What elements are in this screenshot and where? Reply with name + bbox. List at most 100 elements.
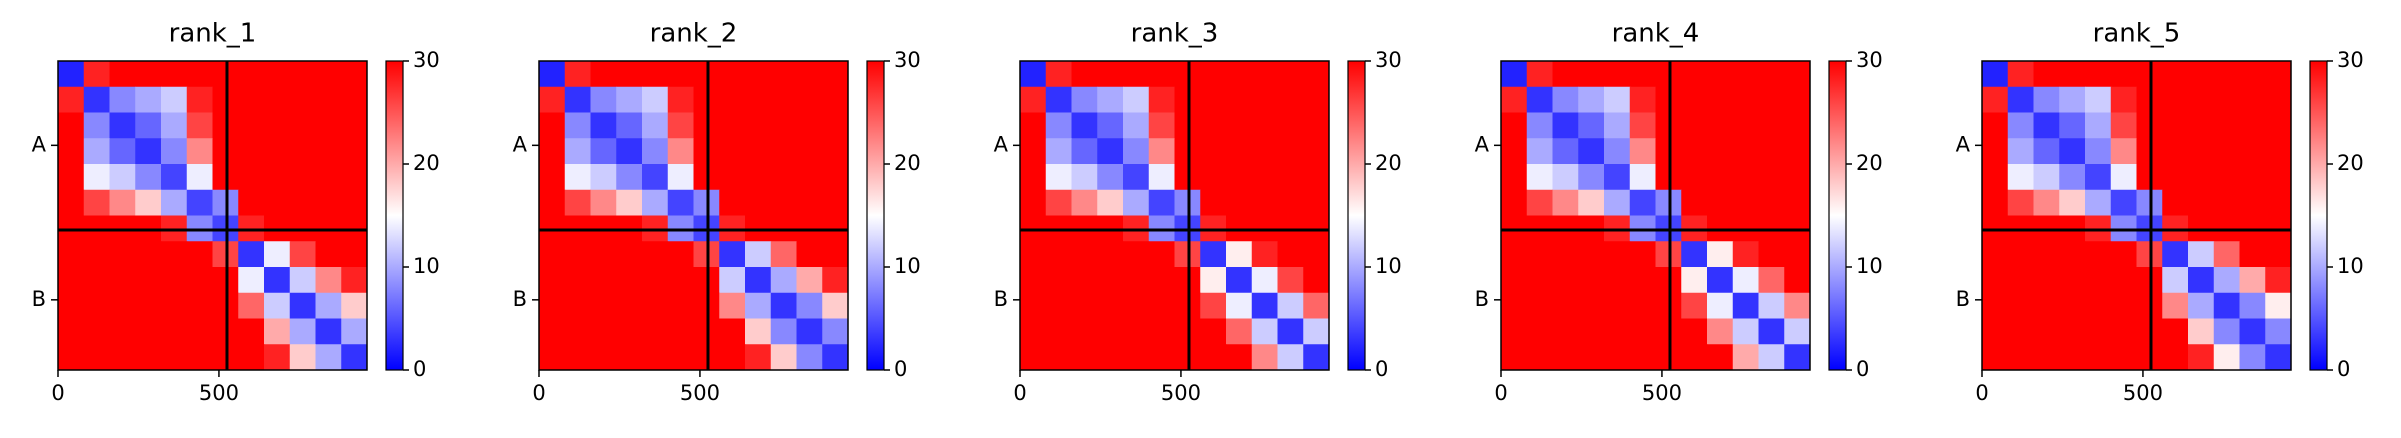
heatmap-cell [2265, 344, 2292, 371]
heatmap-cell [289, 112, 316, 139]
heatmap-cell [1277, 138, 1304, 165]
colorbar-tick-label: 10 [894, 254, 921, 278]
heatmap-cell [1123, 112, 1150, 139]
heatmap-cell [1629, 344, 1656, 371]
heatmap-cell [1071, 189, 1098, 216]
heatmap-cell [1226, 189, 1253, 216]
heatmap-cell [822, 292, 849, 319]
heatmap-cell [1707, 241, 1734, 268]
heatmap-cell [667, 292, 694, 319]
heatmap-cell [161, 344, 188, 371]
colorbar-tick-label: 30 [1856, 48, 1883, 72]
heatmap-cell [564, 344, 591, 371]
heatmap-cell [2162, 189, 2189, 216]
heatmap-cell [2059, 344, 2086, 371]
heatmap-cell [2213, 344, 2240, 371]
heatmap-cell [1200, 189, 1227, 216]
heatmap-cell [83, 241, 110, 268]
heatmap-cell [719, 241, 746, 268]
heatmap-cell [2213, 138, 2240, 165]
heatmap-cell [2033, 292, 2060, 319]
heatmap-cell [1501, 241, 1528, 268]
heatmap-cell [1097, 344, 1124, 371]
heatmap-cell [1732, 86, 1759, 113]
heatmap-cell [2162, 61, 2189, 88]
heatmap-cell [1629, 267, 1656, 294]
heatmap-cell [186, 292, 213, 319]
heatmap-cell [2213, 241, 2240, 268]
heatmap-cell [2239, 138, 2266, 165]
heatmap-cell [1552, 138, 1579, 165]
heatmap-cell [539, 292, 566, 319]
heatmap-cell [161, 267, 188, 294]
heatmap-cell [1226, 112, 1253, 139]
heatmap-cell [2239, 61, 2266, 88]
heatmap-cell [719, 318, 746, 345]
heatmap-cell [1045, 292, 1072, 319]
y-tick-label: A [1956, 132, 1971, 156]
heatmap-cell [642, 267, 669, 294]
y-tick-label: B [1475, 287, 1489, 311]
heatmap-cell [2188, 61, 2215, 88]
heatmap-cell [796, 112, 823, 139]
y-tick-label: B [994, 287, 1008, 311]
heatmap-cell [1277, 292, 1304, 319]
heatmap-cell [161, 86, 188, 113]
heatmap-cell [2033, 241, 2060, 268]
heatmap-cell [616, 241, 643, 268]
heatmap-cell [2213, 318, 2240, 345]
heatmap-cell [745, 292, 772, 319]
heatmap-cell [2059, 61, 2086, 88]
heatmap-cell [1982, 112, 2009, 139]
heatmap-cell [770, 138, 797, 165]
heatmap-cell [1732, 344, 1759, 371]
heatmap-cell [1148, 344, 1175, 371]
heatmap-cell [2239, 318, 2266, 345]
heatmap-cell [796, 189, 823, 216]
heatmap-cell [289, 241, 316, 268]
heatmap-cell [642, 138, 669, 165]
heatmap-cell [1071, 292, 1098, 319]
heatmap-cell [616, 267, 643, 294]
heatmap-cell [1982, 292, 2009, 319]
heatmap-cell [719, 189, 746, 216]
heatmap-cell [1251, 292, 1278, 319]
heatmap-cell [2162, 86, 2189, 113]
heatmap-cell [2188, 318, 2215, 345]
heatmap-cell [1020, 138, 1047, 165]
heatmap-cell [1578, 344, 1605, 371]
heatmap-cell [1148, 164, 1175, 191]
heatmap-cell [2188, 138, 2215, 165]
heatmap-cell [1681, 241, 1708, 268]
heatmap-cell [590, 61, 617, 88]
heatmap-cell [2059, 292, 2086, 319]
heatmap-cell [1681, 164, 1708, 191]
heatmap-cell [315, 292, 342, 319]
heatmap-cell [2110, 318, 2137, 345]
colorbar [385, 60, 404, 371]
colorbar-tick-label: 20 [1856, 151, 1883, 175]
heatmap-cell [1578, 112, 1605, 139]
heatmap-cell [1552, 164, 1579, 191]
heatmap-cell [289, 164, 316, 191]
heatmap-cell [2007, 344, 2034, 371]
heatmap-cell [1982, 61, 2009, 88]
heatmap-cell [1020, 241, 1047, 268]
colorbar-tick-label: 10 [1856, 254, 1883, 278]
heatmap-cell [315, 344, 342, 371]
heatmap-cell [796, 344, 823, 371]
heatmap-cell [1526, 267, 1553, 294]
heatmap-cell [58, 138, 85, 165]
heatmap-cell [616, 164, 643, 191]
heatmap-cell [186, 61, 213, 88]
heatmap-cell [2162, 292, 2189, 319]
heatmap-cell [1097, 164, 1124, 191]
heatmap-cell [1982, 318, 2009, 345]
heatmap-cell [289, 86, 316, 113]
heatmap-cell [161, 138, 188, 165]
heatmap-cell [1629, 318, 1656, 345]
heatmap-cell [1578, 138, 1605, 165]
heatmap-cell [83, 344, 110, 371]
heatmap-cell [2239, 164, 2266, 191]
heatmap-cell [1251, 318, 1278, 345]
